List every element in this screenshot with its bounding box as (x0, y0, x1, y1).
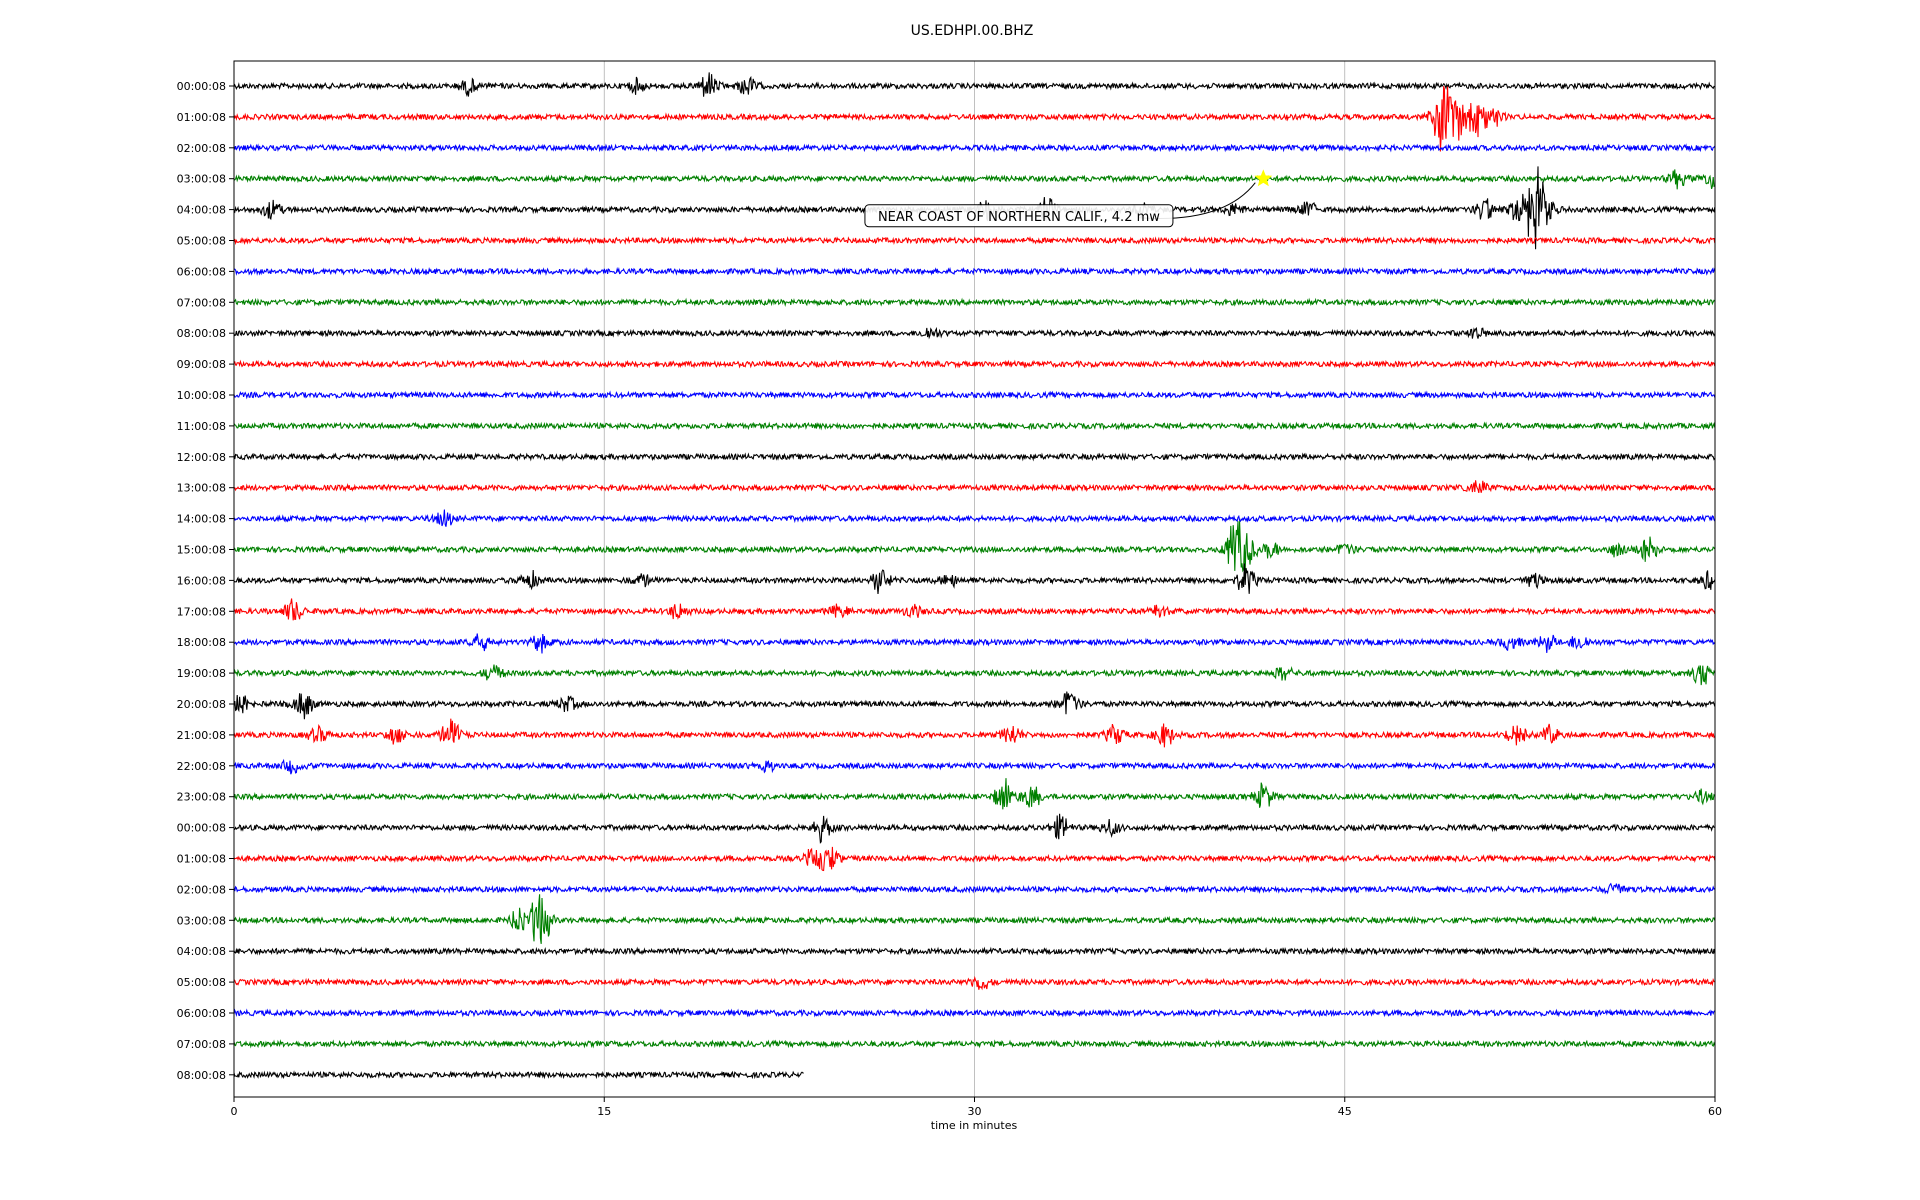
trace-row-0 (233, 72, 1715, 97)
row-label-26: 02:00:08 (177, 883, 226, 896)
x-axis-label: time in minutes (931, 1119, 1018, 1132)
trace-row-5 (233, 235, 1716, 246)
row-label-4: 04:00:08 (177, 204, 226, 217)
trace-row-22 (233, 758, 1716, 775)
trace-row-2 (233, 143, 1716, 153)
row-label-21: 21:00:08 (177, 729, 226, 742)
trace-row-9 (233, 359, 1716, 369)
row-label-31: 07:00:08 (177, 1038, 226, 1051)
row-label-18: 18:00:08 (177, 636, 226, 649)
x-tick-label-1: 15 (597, 1105, 611, 1118)
x-axis: 0 15 30 45 60 (231, 1097, 1722, 1118)
annotation-box-0 (864, 204, 1174, 228)
trace-row-32 (233, 1070, 804, 1080)
row-label-0: 00:00:08 (177, 80, 226, 93)
trace-row-11 (233, 421, 1716, 431)
row-label-16: 16:00:08 (177, 574, 226, 587)
row-label-27: 03:00:08 (177, 914, 226, 927)
trace-row-26 (233, 882, 1716, 895)
trace-row-16 (233, 563, 1716, 594)
trace-row-23 (233, 778, 1716, 810)
trace-row-19 (233, 664, 1716, 686)
trace-row-28 (233, 946, 1716, 956)
row-label-9: 09:00:08 (177, 358, 226, 371)
row-label-12: 12:00:08 (177, 451, 226, 464)
row-label-3: 03:00:08 (177, 173, 226, 186)
row-label-22: 22:00:08 (177, 760, 226, 773)
annotation-text-0: NEAR COAST OF NORTHERN CALIF., 4.2 mw (878, 210, 1160, 225)
row-label-17: 17:00:08 (177, 605, 226, 618)
trace-row-17 (233, 598, 1716, 621)
x-tick-label-0: 0 (231, 1105, 238, 1118)
trace-row-7 (233, 297, 1716, 308)
trace-row-25 (233, 846, 1716, 872)
row-label-20: 20:00:08 (177, 698, 226, 711)
trace-row-1 (233, 86, 1715, 152)
x-tick-label-3: 45 (1338, 1105, 1352, 1118)
row-label-32: 08:00:08 (177, 1069, 226, 1082)
row-label-25: 01:00:08 (177, 853, 226, 866)
row-label-30: 06:00:08 (177, 1007, 226, 1020)
row-label-11: 11:00:08 (177, 420, 226, 433)
row-labels: 00:00:08 01:00:08 02:00:08 03:00:08 04:00:08… (177, 80, 234, 1082)
trace-row-29 (233, 975, 1716, 991)
row-label-23: 23:00:08 (177, 791, 226, 804)
row-label-7: 07:00:08 (177, 296, 226, 309)
trace-row-14 (233, 509, 1716, 527)
trace-row-8 (233, 326, 1716, 340)
row-label-19: 19:00:08 (177, 667, 226, 680)
star-marker-icon (1254, 169, 1273, 187)
event-annotations: NEAR COAST OF NORTHERN CALIF., 4.2 mw (864, 169, 1273, 228)
row-label-6: 06:00:08 (177, 265, 226, 278)
trace-row-6 (233, 266, 1716, 277)
trace-row-30 (233, 1008, 1716, 1018)
seismogram-traces (233, 72, 1716, 1080)
row-label-10: 10:00:08 (177, 389, 226, 402)
chart-title: US.EDHPI.00.BHZ (911, 23, 1034, 39)
trace-row-24 (233, 813, 1715, 844)
row-label-14: 14:00:08 (177, 513, 226, 526)
trace-row-31 (233, 1039, 1716, 1049)
x-tick-label-4: 60 (1708, 1105, 1722, 1118)
row-label-8: 08:00:08 (177, 327, 226, 340)
trace-row-21 (233, 718, 1716, 748)
trace-row-12 (233, 452, 1716, 462)
row-label-15: 15:00:08 (177, 544, 226, 557)
row-label-1: 01:00:08 (177, 111, 226, 124)
row-label-5: 05:00:08 (177, 235, 226, 248)
trace-row-20 (233, 691, 1716, 720)
trace-row-15 (233, 521, 1716, 573)
row-label-13: 13:00:08 (177, 482, 226, 495)
trace-row-27 (233, 894, 1716, 944)
row-label-24: 00:00:08 (177, 822, 226, 835)
row-label-2: 02:00:08 (177, 142, 226, 155)
trace-row-13 (233, 480, 1716, 494)
trace-row-18 (233, 633, 1716, 654)
trace-row-10 (233, 390, 1716, 400)
trace-row-3 (233, 169, 1715, 190)
x-tick-label-2: 30 (968, 1105, 982, 1118)
row-label-28: 04:00:08 (177, 945, 226, 958)
row-label-29: 05:00:08 (177, 976, 226, 989)
